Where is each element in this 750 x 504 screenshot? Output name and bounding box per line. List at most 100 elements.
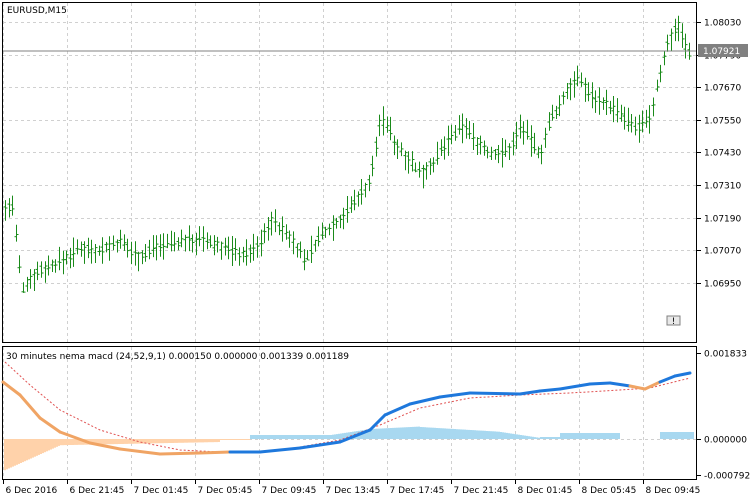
histogram-bar xyxy=(450,428,452,439)
histogram-bar xyxy=(600,433,602,439)
event-marker-icon: ! xyxy=(672,317,676,327)
macd-segment xyxy=(198,450,232,455)
histogram-bar xyxy=(552,437,554,439)
time-tick-label: 7 Dec 09:45 xyxy=(262,486,317,496)
price-bars[interactable] xyxy=(3,15,692,293)
histogram-bar xyxy=(292,435,294,439)
histogram-bar xyxy=(492,431,494,439)
histogram-bar xyxy=(342,433,344,439)
histogram-bar xyxy=(448,428,450,439)
histogram-bar xyxy=(582,433,584,439)
histogram-bar xyxy=(586,433,588,439)
histogram-bar xyxy=(568,433,570,439)
histogram-bar xyxy=(142,439,144,444)
histogram-bar xyxy=(262,435,264,439)
histogram-bar xyxy=(208,439,210,443)
histogram-bar xyxy=(484,430,486,439)
histogram-bar xyxy=(328,435,330,439)
histogram-bar xyxy=(532,436,534,439)
time-tick-label: 7 Dec 21:45 xyxy=(454,486,509,496)
histogram-bar xyxy=(608,433,610,439)
histogram-bar xyxy=(16,439,18,465)
histogram-bar xyxy=(610,433,612,439)
price-tick-label: 1.07070 xyxy=(704,247,741,257)
histogram-bar xyxy=(18,439,20,464)
histogram-bar xyxy=(664,432,666,439)
histogram-bar xyxy=(144,439,146,444)
histogram-bar xyxy=(378,428,380,439)
histogram-bar xyxy=(278,435,280,439)
histogram-bar xyxy=(108,439,110,445)
histogram-bar xyxy=(122,439,124,444)
histogram-bar xyxy=(500,432,502,439)
histogram-bar xyxy=(206,439,208,443)
histogram-bar xyxy=(8,439,10,469)
histogram-bar xyxy=(508,433,510,439)
macd-segment xyxy=(518,389,542,396)
histogram-bar xyxy=(178,439,180,443)
histogram-bar xyxy=(426,427,428,439)
histogram-bar xyxy=(400,427,402,439)
histogram-bar xyxy=(320,435,322,439)
histogram-bar xyxy=(244,439,246,440)
histogram-bar xyxy=(112,439,114,445)
histogram-bar xyxy=(576,433,578,439)
histogram-bar xyxy=(284,435,286,439)
histogram-bar xyxy=(558,437,560,439)
histogram-bar xyxy=(92,439,94,445)
histogram-bar xyxy=(36,439,38,456)
histogram-bar xyxy=(390,428,392,439)
histogram-bar xyxy=(314,435,316,439)
macd-segment xyxy=(658,374,677,384)
histogram-bar xyxy=(318,435,320,439)
histogram-bar xyxy=(554,437,556,439)
histogram-bar xyxy=(184,439,186,443)
histogram-bar xyxy=(518,434,520,439)
histogram-bar xyxy=(270,435,272,439)
indicator-tick-label: 0.000000 xyxy=(704,436,747,446)
histogram-bar xyxy=(286,435,288,439)
histogram-bar xyxy=(488,431,490,439)
histogram-bar xyxy=(212,439,214,443)
histogram-bar xyxy=(480,430,482,439)
histogram-bar xyxy=(100,439,102,445)
histogram-bar xyxy=(580,433,582,439)
histogram-bar xyxy=(138,439,140,444)
histogram-bar xyxy=(660,432,662,439)
event-marker[interactable]: ! xyxy=(666,315,681,327)
histogram-bar xyxy=(228,439,230,440)
histogram-bar xyxy=(248,439,250,440)
histogram-bar xyxy=(172,439,174,443)
histogram-bar xyxy=(572,433,574,439)
histogram-bar xyxy=(444,428,446,439)
macd-segment xyxy=(1,380,22,397)
histogram-bar xyxy=(28,439,30,460)
histogram-bar xyxy=(468,429,470,439)
price-tick-label: 1.06950 xyxy=(704,280,741,290)
histogram-bar xyxy=(130,439,132,444)
histogram-bar xyxy=(324,435,326,439)
histogram-bar xyxy=(202,439,204,443)
macd-line xyxy=(1,371,692,456)
histogram-bar xyxy=(598,433,600,439)
histogram-bar xyxy=(282,435,284,439)
histogram-bar xyxy=(216,439,218,443)
macd-segment xyxy=(338,428,372,444)
histogram-bar xyxy=(116,439,118,445)
histogram-bar xyxy=(176,439,178,443)
current-price-value: 1.07921 xyxy=(703,47,740,57)
indicator-frame[interactable] xyxy=(2,346,697,480)
histogram-bar xyxy=(106,439,108,445)
histogram-bar xyxy=(76,439,78,445)
histogram-bar xyxy=(494,431,496,439)
histogram-bar xyxy=(372,428,374,439)
main-chart-frame[interactable] xyxy=(2,2,697,343)
macd-segment xyxy=(383,402,412,417)
histogram-bar xyxy=(674,432,676,439)
histogram-bar xyxy=(668,432,670,439)
histogram-bar xyxy=(298,435,300,439)
histogram-bar xyxy=(464,429,466,439)
histogram-bar xyxy=(366,429,368,439)
